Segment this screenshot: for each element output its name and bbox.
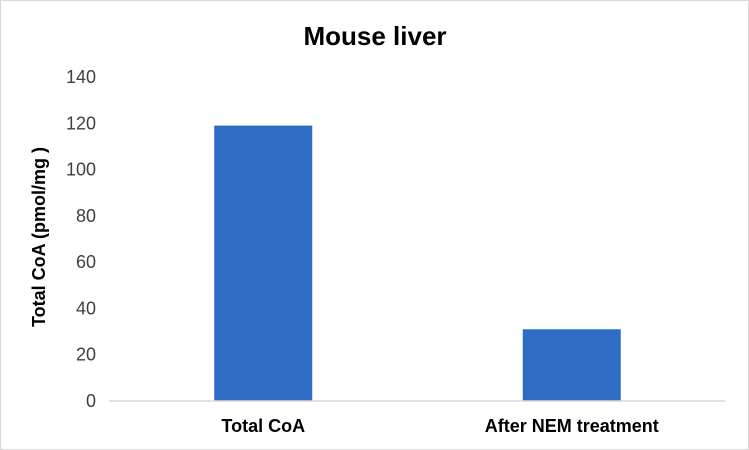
y-tick-label: 60	[76, 252, 96, 272]
bar-total-coa	[214, 125, 313, 401]
y-tick-label: 20	[76, 345, 96, 365]
y-axis-ticks: 0 20 40 60 80 100 120 140	[66, 67, 96, 411]
x-category-label: Total CoA	[221, 416, 305, 436]
y-tick-label: 120	[66, 113, 96, 133]
x-axis-categories: Total CoA After NEM treatment	[221, 416, 658, 436]
y-tick-label: 40	[76, 298, 96, 318]
bar-after-nem-treatment	[522, 329, 621, 401]
y-tick-label: 80	[76, 206, 96, 226]
x-category-label: After NEM treatment	[485, 416, 659, 436]
y-tick-label: 140	[66, 67, 96, 87]
y-axis-label: Total CoA (pmol/mg )	[29, 147, 49, 327]
y-tick-label: 100	[66, 160, 96, 180]
chart-title: Mouse liver	[303, 21, 446, 51]
bars	[214, 125, 621, 401]
y-tick-label: 0	[86, 391, 96, 411]
